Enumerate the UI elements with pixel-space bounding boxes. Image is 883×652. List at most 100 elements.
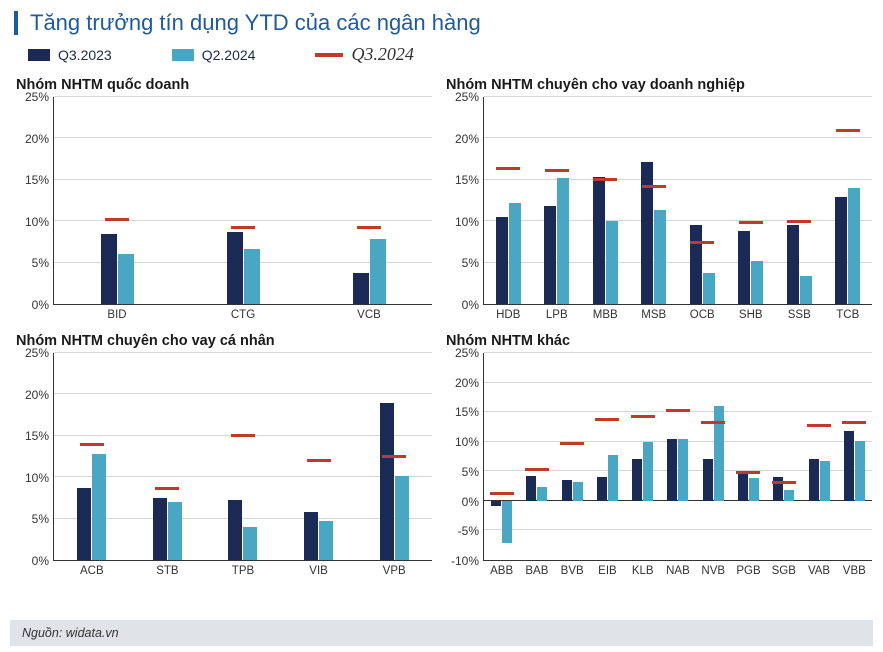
marker-s3 — [842, 421, 866, 424]
marker-s3 — [231, 434, 255, 437]
y-tick: 20% — [455, 376, 479, 390]
bar-s2 — [800, 276, 812, 304]
marker-s3 — [807, 424, 831, 427]
legend-item-q3-2023: Q3.2023 — [28, 47, 112, 63]
group-bars — [766, 353, 801, 560]
bar-group — [731, 353, 766, 560]
y-axis: 0%5%10%15%20%25% — [12, 353, 54, 561]
marker-s3 — [560, 442, 584, 445]
bar-s1 — [593, 177, 605, 304]
x-label: CTG — [180, 305, 306, 325]
bar-s1 — [77, 488, 91, 560]
x-label: BVB — [555, 561, 590, 581]
bars-row — [484, 353, 872, 560]
title-accent — [14, 11, 18, 35]
y-tick: 15% — [455, 405, 479, 419]
marker-s3 — [701, 421, 725, 424]
legend-label-s1: Q3.2023 — [58, 47, 112, 63]
y-axis: 0%5%10%15%20%25% — [442, 97, 484, 305]
panel-p3: Nhóm NHTM chuyên cho vay cá nhân 0%5%10%1… — [12, 331, 432, 581]
bar-s1 — [491, 501, 501, 506]
bar-s1 — [526, 476, 536, 501]
legend-label-s3: Q3.2024 — [351, 44, 414, 65]
panel-title: Nhóm NHTM quốc doanh — [16, 77, 432, 93]
x-label: VPB — [356, 561, 432, 581]
group-bars — [519, 353, 554, 560]
bar-group — [54, 97, 180, 304]
plot-area — [54, 353, 432, 561]
bar-s2 — [509, 203, 521, 304]
legend-swatch-s3 — [315, 53, 343, 57]
bar-s1 — [304, 512, 318, 560]
x-label: SSB — [775, 305, 824, 325]
group-bars — [727, 97, 776, 304]
bar-group — [727, 97, 776, 304]
y-tick: 0% — [462, 298, 479, 312]
bars-row — [484, 97, 872, 304]
group-bars — [555, 353, 590, 560]
legend: Q3.2023 Q2.2024 Q3.2024 — [0, 42, 883, 75]
panel-title: Nhóm NHTM khác — [446, 333, 872, 349]
x-labels: ACBSTBTPBVIBVPB — [12, 561, 432, 581]
source-footer: Nguồn: widata.vn — [10, 620, 873, 646]
bar-s1 — [641, 162, 653, 304]
group-bars — [581, 97, 630, 304]
y-tick: 15% — [25, 429, 49, 443]
x-label: ACB — [54, 561, 130, 581]
chart-title: Tăng trưởng tín dụng YTD của các ngân hà… — [30, 10, 481, 36]
plot-area — [484, 353, 872, 561]
y-tick: 5% — [32, 256, 49, 270]
bar-group — [484, 97, 533, 304]
panel-title: Nhóm NHTM chuyên cho vay cá nhân — [16, 333, 432, 349]
bar-group — [180, 97, 306, 304]
bar-s2 — [654, 210, 666, 304]
group-bars — [775, 97, 824, 304]
marker-s3 — [496, 167, 520, 170]
x-label: BID — [54, 305, 180, 325]
bar-s1 — [703, 459, 713, 500]
x-label: OCB — [678, 305, 727, 325]
chart-wrap: 0%5%10%15%20%25% — [442, 97, 872, 305]
bar-s2 — [243, 527, 257, 560]
legend-item-q3-2024: Q3.2024 — [315, 44, 414, 65]
y-tick: -10% — [451, 554, 479, 568]
bar-s2 — [643, 442, 653, 501]
bar-s1 — [227, 232, 243, 304]
bar-s2 — [820, 461, 830, 501]
bar-s2 — [319, 521, 333, 560]
y-tick: 5% — [32, 512, 49, 526]
y-tick: 25% — [455, 90, 479, 104]
group-bars — [824, 97, 873, 304]
bar-s2 — [370, 239, 386, 304]
bar-group — [281, 353, 357, 560]
bars-row — [54, 353, 432, 560]
chart-wrap: 0%5%10%15%20%25% — [12, 353, 432, 561]
x-label: SGB — [766, 561, 801, 581]
bar-group — [775, 97, 824, 304]
x-label: PGB — [731, 561, 766, 581]
y-tick: 10% — [455, 435, 479, 449]
group-bars — [630, 97, 679, 304]
bar-group — [660, 353, 695, 560]
marker-s3 — [690, 241, 714, 244]
x-label: NVB — [696, 561, 731, 581]
bar-s1 — [101, 234, 117, 304]
y-tick: 25% — [25, 90, 49, 104]
x-label: ABB — [484, 561, 519, 581]
bar-s1 — [738, 231, 750, 304]
bar-s1 — [153, 498, 167, 560]
marker-s3 — [105, 218, 129, 221]
bar-s1 — [738, 474, 748, 501]
group-bars — [54, 97, 180, 304]
bar-s2 — [678, 439, 688, 501]
bar-s2 — [855, 441, 865, 501]
bar-s2 — [118, 254, 134, 304]
bar-s1 — [690, 225, 702, 304]
bar-s1 — [380, 403, 394, 560]
legend-swatch-s1 — [28, 49, 50, 61]
y-axis: -10%-5%0%5%10%15%20%25% — [442, 353, 484, 561]
bar-group — [519, 353, 554, 560]
bar-group — [581, 97, 630, 304]
y-tick: -5% — [458, 524, 479, 538]
bar-s1 — [544, 206, 556, 304]
